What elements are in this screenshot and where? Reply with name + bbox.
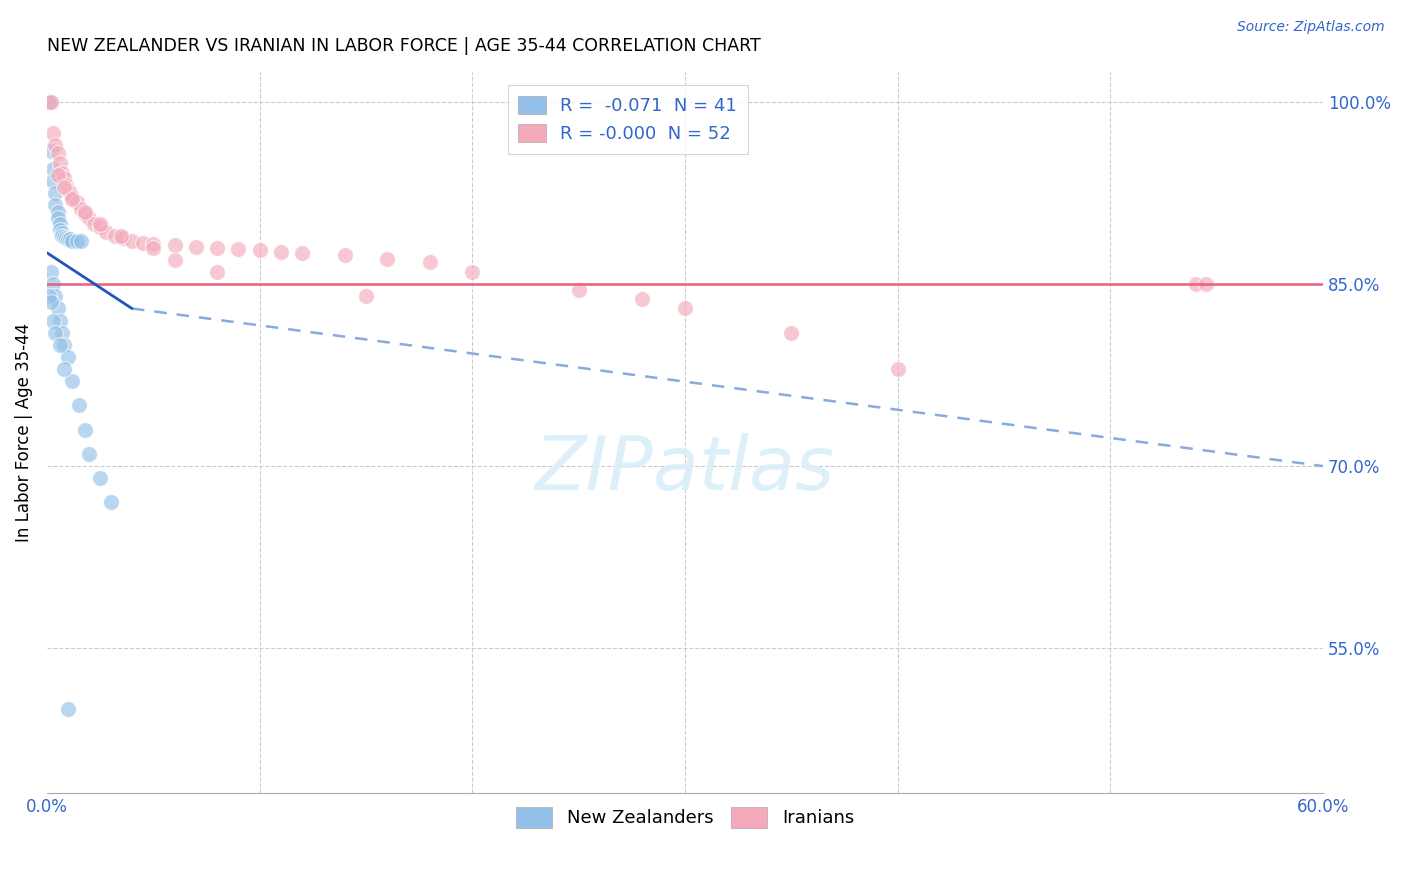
Point	[56, 701, 79, 715]
Point	[1195, 277, 1218, 292]
Point	[163, 238, 186, 252]
Point	[89, 471, 111, 485]
Point	[75, 204, 97, 219]
Point	[62, 234, 84, 248]
Point	[52, 362, 75, 376]
Point	[59, 186, 82, 201]
Y-axis label: In Labor Force | Age 35-44: In Labor Force | Age 35-44	[15, 323, 32, 542]
Point	[121, 234, 143, 248]
Point	[70, 202, 93, 216]
Point	[270, 244, 292, 259]
Point	[52, 180, 75, 194]
Point	[38, 289, 60, 303]
Point	[44, 289, 66, 303]
Point	[48, 217, 70, 231]
Point	[419, 255, 441, 269]
Point	[39, 144, 62, 158]
Point	[66, 194, 89, 209]
Point	[184, 240, 207, 254]
Point	[39, 95, 62, 110]
Point	[142, 237, 165, 252]
Point	[51, 166, 73, 180]
Point	[38, 95, 60, 110]
Point	[51, 227, 73, 241]
Point	[75, 207, 97, 221]
Point	[100, 495, 122, 509]
Point	[42, 162, 65, 177]
Point	[59, 232, 82, 246]
Text: Source: ZipAtlas.com: Source: ZipAtlas.com	[1237, 20, 1385, 34]
Point	[110, 228, 132, 243]
Point	[39, 295, 62, 310]
Point	[52, 230, 75, 244]
Point	[44, 137, 66, 152]
Point	[46, 211, 69, 225]
Point	[42, 174, 65, 188]
Point	[56, 232, 79, 246]
Point	[631, 292, 654, 306]
Point	[46, 146, 69, 161]
Point	[249, 244, 271, 258]
Point	[104, 228, 127, 243]
Text: ZIPatlas: ZIPatlas	[534, 433, 835, 505]
Point	[56, 350, 79, 364]
Point	[89, 220, 111, 235]
Point	[780, 326, 803, 340]
Point	[142, 241, 165, 255]
Point	[42, 313, 65, 327]
Point	[70, 234, 93, 248]
Point	[75, 423, 97, 437]
Point	[131, 235, 153, 250]
Point	[886, 362, 908, 376]
Point	[48, 223, 70, 237]
Point	[568, 283, 591, 297]
Point	[46, 204, 69, 219]
Point	[39, 95, 62, 110]
Point	[62, 374, 84, 388]
Point	[55, 231, 77, 245]
Point	[89, 217, 111, 231]
Point	[46, 301, 69, 316]
Point	[62, 190, 84, 204]
Point	[52, 338, 75, 352]
Point	[51, 228, 73, 243]
Point	[51, 326, 73, 340]
Point	[48, 338, 70, 352]
Point	[48, 156, 70, 170]
Point	[39, 265, 62, 279]
Point	[46, 168, 69, 182]
Legend: New Zealanders, Iranians: New Zealanders, Iranians	[509, 799, 862, 835]
Point	[112, 231, 135, 245]
Point	[44, 326, 66, 340]
Point	[205, 265, 228, 279]
Point	[375, 252, 398, 266]
Point	[79, 447, 101, 461]
Point	[42, 277, 65, 292]
Point	[52, 170, 75, 185]
Point	[1184, 277, 1206, 292]
Text: NEW ZEALANDER VS IRANIAN IN LABOR FORCE | AGE 35-44 CORRELATION CHART: NEW ZEALANDER VS IRANIAN IN LABOR FORCE …	[46, 37, 761, 55]
Point	[333, 248, 356, 262]
Point	[44, 198, 66, 212]
Point	[205, 241, 228, 255]
Point	[354, 289, 377, 303]
Point	[42, 126, 65, 140]
Point	[44, 186, 66, 201]
Point	[62, 193, 84, 207]
Point	[79, 211, 101, 225]
Point	[66, 234, 89, 248]
Point	[48, 313, 70, 327]
Point	[67, 399, 90, 413]
Point	[673, 301, 696, 316]
Point	[56, 183, 79, 197]
Point	[291, 245, 314, 260]
Point	[55, 178, 77, 192]
Point	[163, 252, 186, 267]
Point	[228, 242, 250, 256]
Point	[461, 265, 484, 279]
Point	[38, 95, 60, 110]
Point	[96, 225, 118, 239]
Point	[83, 217, 105, 231]
